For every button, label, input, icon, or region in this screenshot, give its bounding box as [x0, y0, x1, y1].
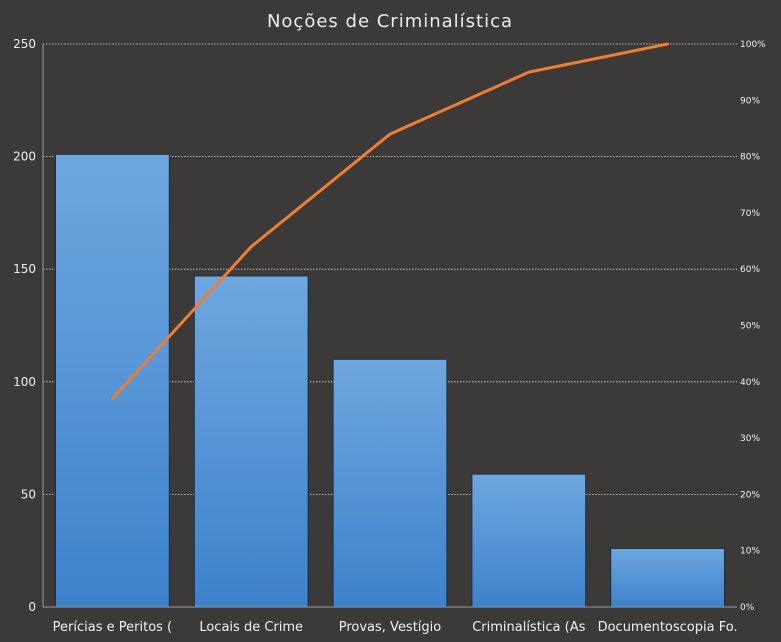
x-tick-label: Perícias e Peritos (	[53, 620, 172, 635]
x-tick-label: Provas, Vestígio	[339, 620, 442, 635]
y-tick-label: 150	[13, 262, 36, 276]
line-point	[250, 245, 253, 248]
y2-tick-label: 20%	[740, 490, 760, 500]
y2-tick-label: 100%	[740, 40, 766, 50]
bar	[610, 547, 726, 608]
cumulative-line-series	[110, 42, 670, 401]
y2-tick-label: 80%	[740, 153, 760, 163]
x-tick-label: Documentoscopia Fo.	[598, 620, 738, 635]
bar-series	[54, 153, 726, 608]
y2-tick-label: 50%	[740, 322, 760, 332]
y2-tick-label: 70%	[740, 209, 760, 219]
y2-tick-label: 10%	[740, 547, 760, 557]
y2-tick-label: 0%	[740, 603, 755, 613]
y-tick-label: 50	[21, 487, 36, 501]
bar	[54, 153, 170, 608]
bar	[471, 473, 587, 608]
y2-tick-label: 40%	[740, 378, 760, 388]
y-axis-left: 0 50 100 150 200 250	[13, 37, 36, 614]
y-tick-label: 0	[28, 600, 36, 614]
line-point	[666, 42, 669, 46]
y-tick-label: 200	[13, 150, 36, 164]
y2-tick-label: 30%	[740, 434, 760, 444]
line-point	[527, 70, 530, 74]
x-tick-label: Criminalística (As	[472, 620, 585, 635]
bar	[193, 275, 309, 608]
chart-title: Noções de Criminalística	[267, 11, 513, 32]
y2-tick-label: 60%	[740, 265, 760, 275]
x-tick-label: Locais de Crime	[199, 620, 303, 635]
line-point	[388, 132, 392, 136]
y-axis-right: 0% 10% 20% 30% 40% 50% 60% 70% 80% 90% 100%	[740, 40, 766, 613]
y-tick-label: 250	[13, 37, 36, 51]
bar	[332, 358, 448, 608]
line-point	[111, 397, 114, 400]
x-axis: Perícias e Peritos ( Locais de Crime Prova…	[42, 44, 738, 635]
y-tick-label: 100	[13, 375, 36, 389]
y2-tick-label: 90%	[740, 96, 760, 106]
